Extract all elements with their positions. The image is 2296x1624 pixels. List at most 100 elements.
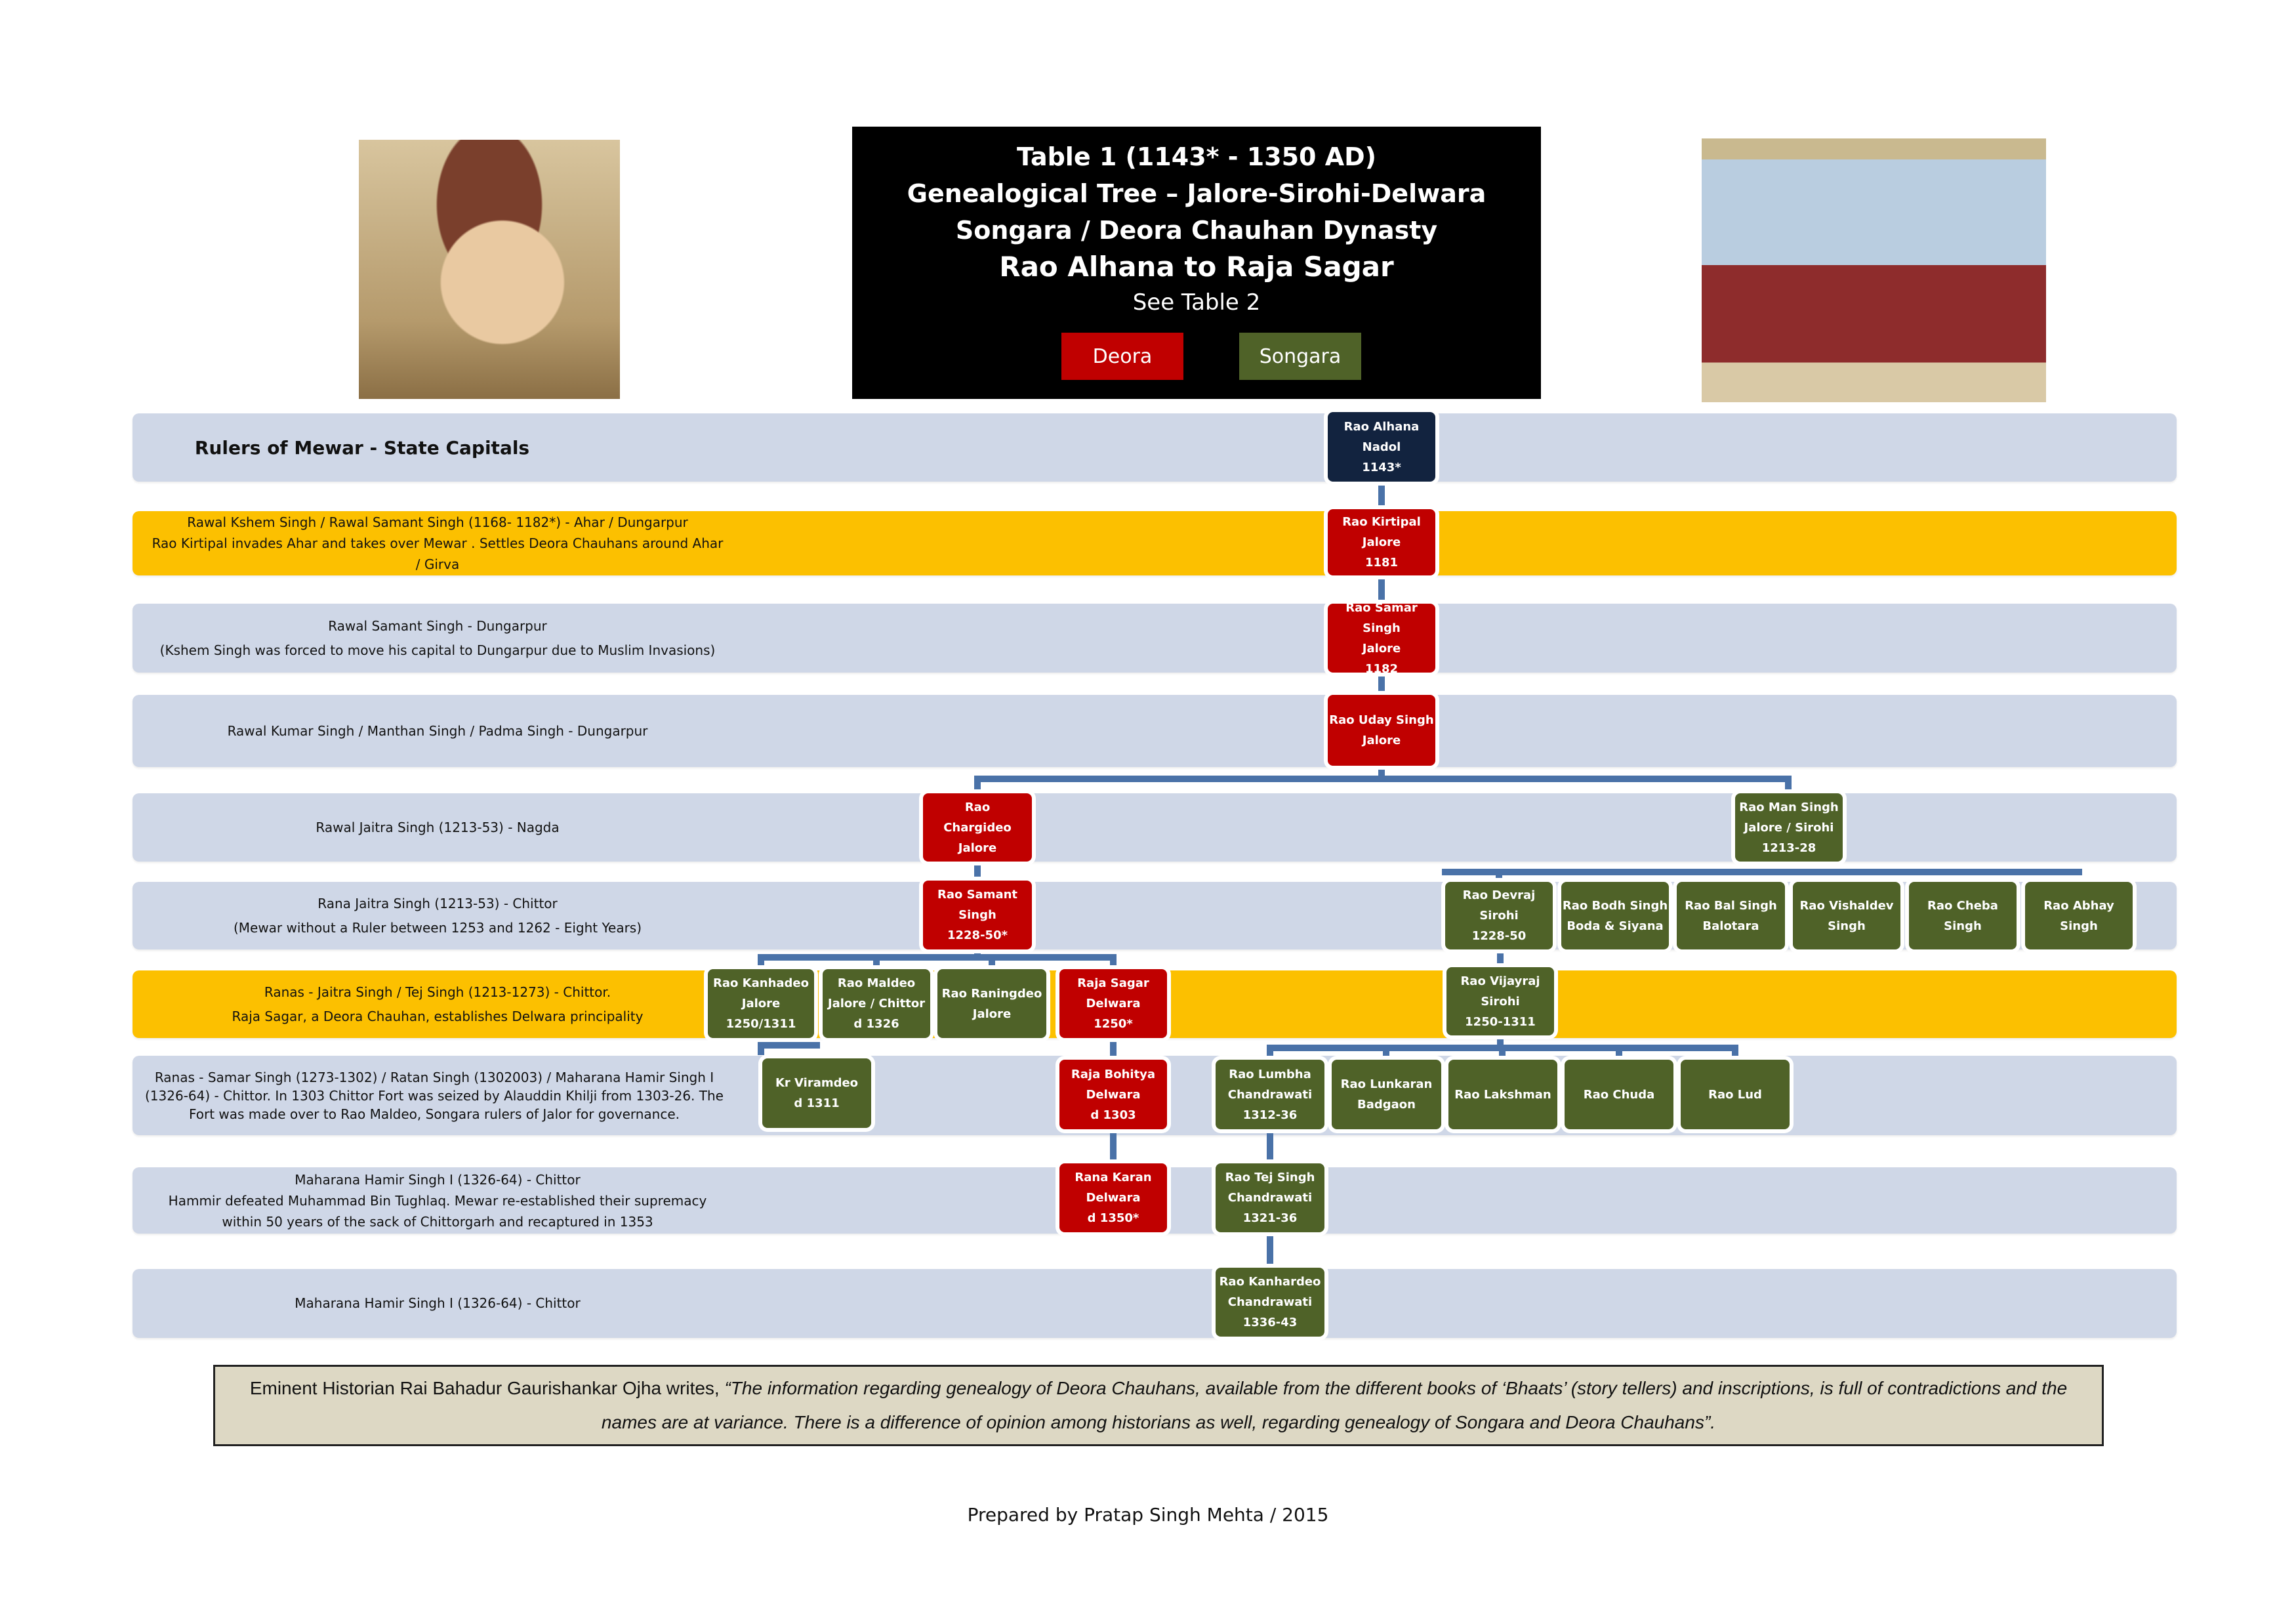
person-node-text: Rao Vishaldev: [1799, 898, 1894, 913]
person-node-maldeo[interactable]: Rao Maldeo Jalore / Chittor d 1326: [823, 969, 930, 1038]
person-node-bal[interactable]: Rao Bal Singh Balotara: [1677, 882, 1785, 949]
person-node-raningdeo[interactable]: Rao Raningdeo Jalore: [937, 969, 1046, 1038]
tree-connector: [1378, 769, 1385, 781]
person-node-text: Sirohi: [1479, 909, 1519, 923]
mewar-row-text: Rawal Samant Singh - Dungarpur: [328, 617, 547, 634]
person-node-text: Jalore / Chittor: [827, 997, 926, 1010]
mewar-row-3: Rawal Samant Singh - Dungarpur (Kshem Sin…: [133, 604, 2177, 673]
person-node-text: Jalore: [1362, 535, 1401, 549]
person-node-text: Rao Kanhadeo: [713, 976, 809, 990]
person-node-vishaldev[interactable]: Rao Vishaldev Singh: [1793, 882, 1900, 949]
person-node-text: Rana Karan: [1075, 1171, 1152, 1184]
person-node-text: Jalore: [1362, 734, 1401, 747]
person-node-text: Rao Raningdeo: [941, 986, 1042, 1001]
person-node-sagar[interactable]: Raja Sagar Delwara 1250*: [1059, 969, 1167, 1038]
person-node-text: Rao Lud: [1708, 1087, 1762, 1102]
person-node-devraj[interactable]: Rao Devraj Sirohi 1228-50: [1445, 882, 1553, 949]
person-node-text: Rao Uday Singh: [1329, 713, 1434, 727]
person-node-text: Delwara: [1086, 997, 1141, 1010]
person-node-bodh[interactable]: Rao Bodh Singh Boda & Siyana: [1561, 882, 1669, 949]
footer-credit: Prepared by Pratap Singh Mehta / 2015: [967, 1504, 1329, 1526]
mewar-row-text: (Kshem Singh was forced to move his capi…: [159, 642, 716, 658]
tree-connector: [1267, 1236, 1273, 1266]
person-node-text: Rao Kanhardeo: [1219, 1275, 1321, 1289]
quote-lead: Eminent Historian Rai Bahadur Gaurishank…: [249, 1378, 725, 1398]
person-node-chargideo[interactable]: Rao Chargideo Jalore: [923, 793, 1032, 862]
quote-text: “The information regarding genealogy of …: [601, 1378, 2068, 1432]
mewar-row-text: Maharana Hamir Singh I (1326-64) - Chitt…: [295, 1295, 581, 1311]
person-node-text: Chargideo: [943, 820, 1012, 835]
person-node-text: 1182: [1364, 661, 1399, 676]
person-node-text: Balotara: [1702, 919, 1759, 933]
tree-connector: [1499, 1045, 1506, 1058]
mewar-row-5: Rawal Jaitra Singh (1213-53) - Nagda: [133, 793, 2177, 862]
person-node-text: Rao: [964, 800, 991, 814]
person-node-bohitya[interactable]: Raja Bohitya Delwara d 1303: [1059, 1060, 1167, 1129]
title-line-1: Table 1 (1143* - 1350 AD): [1016, 142, 1377, 171]
person-node-text: 1321-36: [1242, 1211, 1298, 1225]
person-node-abhay[interactable]: Rao Abhay Singh: [2025, 882, 2133, 949]
person-node-text: 1250*: [1094, 1017, 1133, 1031]
person-node-text: 1213-28: [1761, 841, 1816, 855]
person-node-text: Rao Samant: [937, 888, 1018, 902]
person-node-lumbha[interactable]: Rao Lumbha Chandrawati 1312-36: [1216, 1060, 1324, 1129]
mewar-row-text: (Mewar without a Ruler between 1253 and …: [233, 919, 642, 936]
person-node-text: 1250/1311: [726, 1017, 796, 1031]
person-node-viramdeo[interactable]: Kr Viramdeo d 1311: [762, 1058, 871, 1128]
person-node-text: Chandrawati: [1227, 1087, 1313, 1102]
person-node-text: 1250-1311: [1465, 1014, 1536, 1029]
person-node-text: Rao Alhana: [1343, 419, 1420, 434]
person-node-tejsingh[interactable]: Rao Tej Singh Chandrawati 1321-36: [1216, 1163, 1324, 1232]
person-node-chuda[interactable]: Rao Chuda: [1565, 1060, 1673, 1129]
legend-songara: Songara: [1239, 333, 1361, 380]
person-node-text: 1228-50*: [947, 928, 1008, 942]
person-node-samant[interactable]: Rao Samant Singh 1228-50*: [923, 881, 1032, 949]
mewar-row-text: Maharana Hamir Singh I (1326-64) - Chitt…: [295, 1171, 581, 1188]
person-node-text: Delwara: [1086, 1087, 1141, 1102]
tree-connector: [974, 865, 981, 878]
mewar-row-text: Raja Sagar, a Deora Chauhan, establishes…: [232, 1008, 644, 1024]
person-node-kanhadeo[interactable]: Rao Kanhadeo Jalore 1250/1311: [708, 969, 814, 1038]
tree-connector: [1378, 579, 1385, 600]
person-node-karan[interactable]: Rana Karan Delwara d 1350*: [1059, 1163, 1167, 1232]
tree-connector: [1110, 1131, 1117, 1161]
person-node-lunkaran[interactable]: Rao Lunkaran Badgaon: [1332, 1060, 1441, 1129]
person-node-text: Kr Viramdeo: [775, 1076, 859, 1090]
tree-connector: [1267, 1131, 1273, 1161]
person-node-uday[interactable]: Rao Uday Singh Jalore: [1328, 695, 1435, 766]
mewar-row-4: Rawal Kumar Singh / Manthan Singh / Padm…: [133, 695, 2177, 767]
mewar-row-text: Rulers of Mewar - State Capitals: [194, 436, 530, 459]
mewar-row-text: Rana Jaitra Singh (1213-53) - Chittor: [318, 895, 558, 911]
tree-connector: [1378, 677, 1385, 692]
title-box: Table 1 (1143* - 1350 AD) Genealogical T…: [852, 127, 1541, 399]
tree-connector: [1110, 1042, 1117, 1058]
person-node-kanhardeo[interactable]: Rao Kanhardeo Chandrawati 1336-43: [1216, 1268, 1324, 1337]
tree-connector: [1442, 869, 2082, 875]
mewar-row-10: Maharana Hamir Singh I (1326-64) - Chitt…: [133, 1269, 2177, 1338]
tree-connector: [758, 1042, 820, 1049]
person-node-kirtipal[interactable]: Rao Kirtipal Jalore 1181: [1328, 509, 1435, 575]
person-node-text: Rao Vijayraj: [1460, 974, 1540, 988]
title-line-4: Rao Alhana to Raja Sagar: [999, 251, 1394, 283]
person-node-text: Jalore / Sirohi: [1744, 820, 1834, 835]
person-node-text: Rao Lakshman: [1454, 1087, 1551, 1102]
person-node-alhana[interactable]: Rao Alhana Nadol 1143*: [1328, 412, 1435, 482]
person-node-mansingh[interactable]: Rao Man Singh Jalore / Sirohi 1213-28: [1735, 793, 1843, 862]
person-node-samar[interactable]: Rao Samar Singh Jalore 1182: [1328, 601, 1435, 676]
person-node-vijayraj[interactable]: Rao Vijayraj Sirohi 1250-1311: [1446, 967, 1554, 1035]
tree-connector: [974, 953, 981, 957]
person-node-text: Boda & Siyana: [1567, 919, 1664, 933]
person-node-text: d 1311: [794, 1096, 840, 1110]
mewar-row-2: Rawal Kshem Singh / Rawal Samant Singh (…: [133, 511, 2177, 575]
person-node-text: Rao Tej Singh: [1225, 1171, 1315, 1184]
person-node-lakshman[interactable]: Rao Lakshman: [1448, 1060, 1557, 1129]
title-line-3: Songara / Deora Chauhan Dynasty: [955, 216, 1438, 245]
tree-connector: [974, 776, 981, 791]
person-node-text: Rao Samar Singh: [1345, 600, 1418, 635]
person-node-cheba[interactable]: Rao Cheba Singh: [1909, 882, 2017, 949]
right-court-painting-image: [1702, 138, 2046, 402]
person-node-text: d 1350*: [1087, 1211, 1139, 1225]
person-node-lud[interactable]: Rao Lud: [1681, 1060, 1790, 1129]
person-node-text: 1181: [1364, 556, 1399, 570]
tree-connector: [1383, 1045, 1389, 1058]
